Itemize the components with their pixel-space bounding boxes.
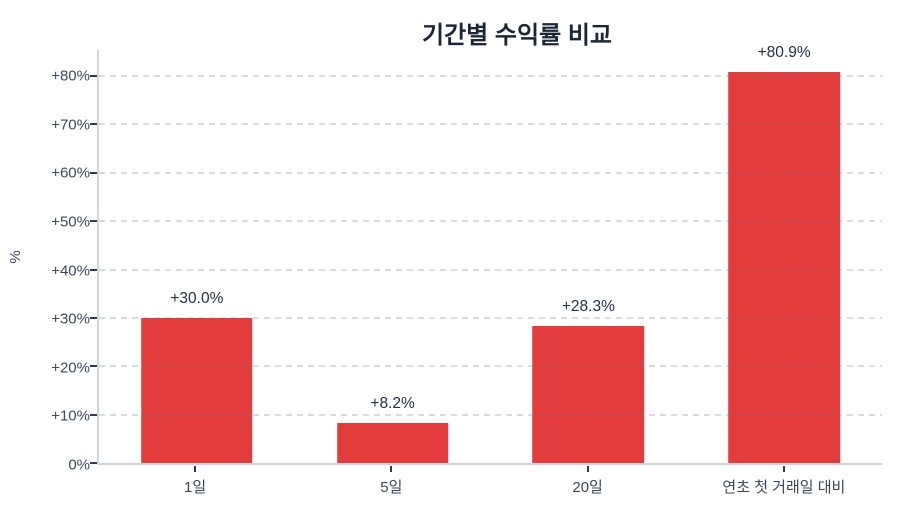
x-axis-tick-mark [782,466,785,472]
bar [336,423,449,463]
y-axis-tick-mark [90,220,97,223]
x-axis-tick-mark [194,466,197,472]
y-axis-tick-label: 0% [68,456,90,474]
bar-slot: +28.3% [491,50,687,463]
bar-slot: +30.0% [99,50,295,463]
x-axis-tick-label: 20일 [572,479,603,496]
bar-value-label: +28.3% [561,298,615,316]
y-axis-tick-label: +70% [51,116,90,134]
y-axis-tick-labels: 0% +10% +20% +30% +40% +50% +60% +70% +80% [0,50,90,474]
y-axis-tick-label: +80% [51,67,90,85]
y-axis-tick-label: +50% [51,213,90,231]
y-axis-tick-mark [90,316,97,319]
y-axis-tick-mark [90,365,97,368]
bar [532,326,645,463]
x-axis-tick-mark [390,466,393,472]
bar-value-label: +80.9% [757,43,811,61]
bar-slot: +8.2% [295,50,491,463]
x-axis-tick-label: 연초 첫 거래일 대비 [722,479,846,496]
bar-slots: +30.0% +8.2% +28.3% +80.9% [99,44,882,463]
x-axis-tick-label: 5일 [380,479,403,496]
y-axis-tick-label: +40% [51,262,90,280]
plot-area: +30.0% +8.2% +28.3% +80.9% [90,44,882,465]
y-axis-tick-mark [90,462,97,464]
y-axis-tick-label: +60% [51,164,90,182]
x-axis-tick-labels: 1일 5일 20일 연초 첫 거래일 대비 [97,465,882,510]
x-axis-tick-label: 1일 [184,479,207,496]
bar [141,317,253,463]
x-axis-tick-mark [586,466,589,472]
y-axis-tick-mark [90,268,97,271]
bar [728,71,840,463]
bar-value-label: +30.0% [170,289,224,307]
y-axis-tick-mark [90,171,97,174]
bar-value-label: +8.2% [370,395,415,413]
y-axis-tick-label: +20% [51,359,90,377]
bar-slot: +80.9% [686,44,882,463]
y-axis-tick-label: +30% [51,310,90,328]
y-axis-tick-mark [90,413,97,416]
chart-title: 기간별 수익률 비교 [422,22,612,49]
y-axis-tick-label: +10% [51,407,90,425]
y-axis-tick-mark [90,75,97,78]
y-axis-tick-mark [90,123,97,126]
